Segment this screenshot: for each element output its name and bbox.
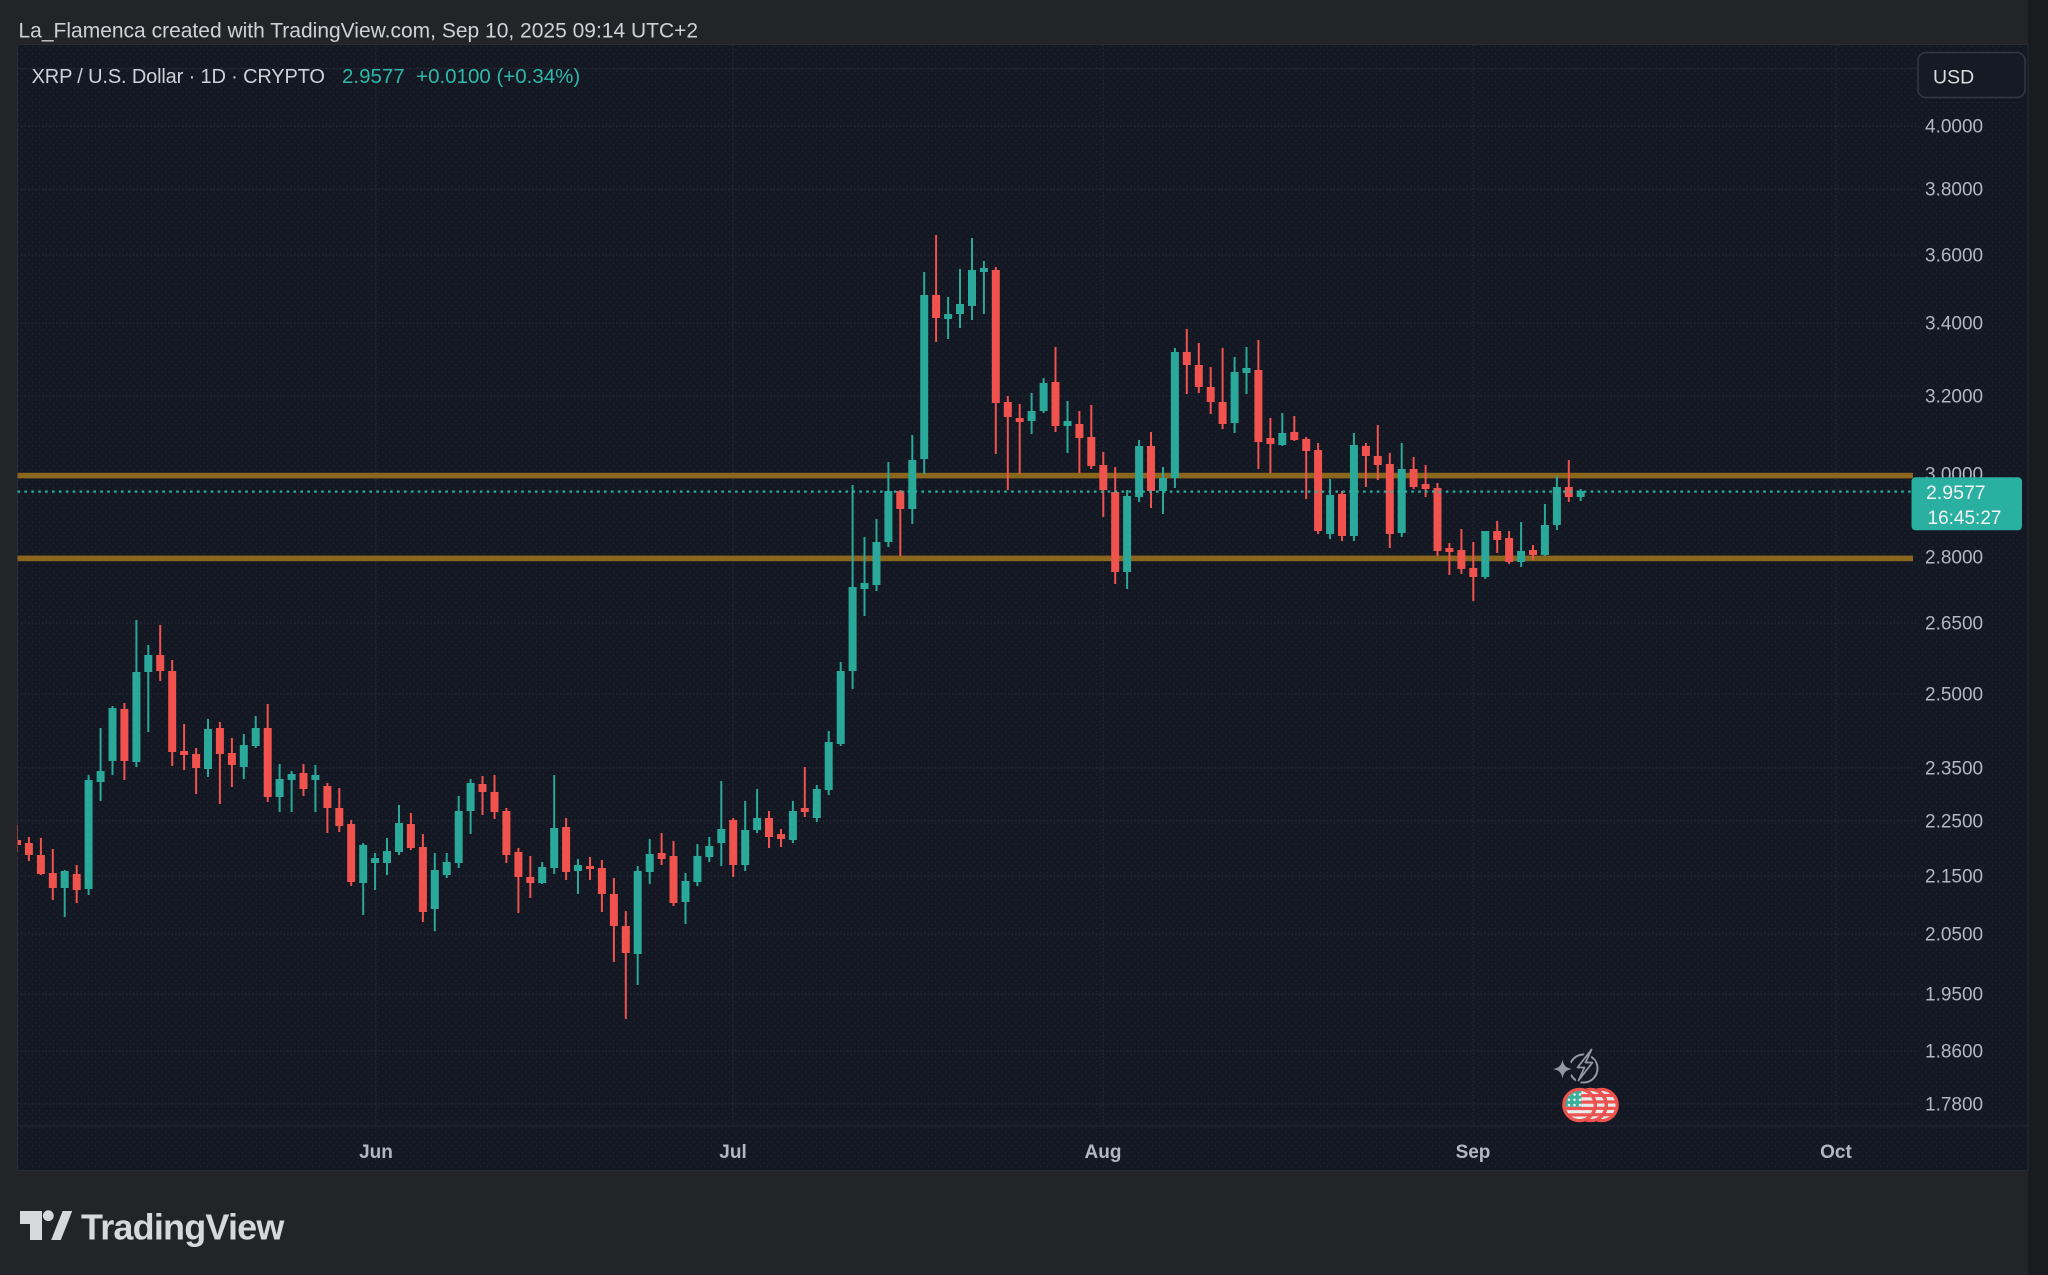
svg-text:Aug: Aug	[1085, 1142, 1122, 1163]
svg-text:16:45:27: 16:45:27	[1928, 508, 2002, 529]
svg-text:1.7800: 1.7800	[1925, 1095, 1983, 1116]
svg-text:USD: USD	[1933, 67, 1974, 89]
svg-text:2.3500: 2.3500	[1925, 759, 1983, 780]
svg-text:3.8000: 3.8000	[1925, 180, 1983, 201]
svg-text:3.2000: 3.2000	[1925, 387, 1983, 408]
svg-text:2.1500: 2.1500	[1925, 867, 1983, 888]
svg-text:XRP / U.S. Dollar · 1D · CRYPT: XRP / U.S. Dollar · 1D · CRYPTO	[32, 66, 325, 88]
svg-text:2.9577: 2.9577	[1926, 482, 1986, 504]
svg-text:Oct: Oct	[1820, 1142, 1852, 1163]
svg-text:TradingView: TradingView	[81, 1207, 285, 1248]
svg-text:2.2500: 2.2500	[1925, 812, 1983, 833]
svg-text:2.6500: 2.6500	[1925, 614, 1983, 635]
svg-text:2.9577 +0.0100 (+0.34%): 2.9577 +0.0100 (+0.34%)	[342, 65, 580, 88]
svg-text:La_Flamenca created with Tradi: La_Flamenca created with TradingView.com…	[19, 20, 699, 43]
svg-text:2.8000: 2.8000	[1925, 548, 1983, 569]
svg-text:Sep: Sep	[1456, 1142, 1491, 1163]
svg-text:Jun: Jun	[359, 1142, 393, 1163]
svg-text:2.5000: 2.5000	[1925, 685, 1983, 706]
svg-text:4.0000: 4.0000	[1925, 117, 1983, 138]
svg-text:Jul: Jul	[719, 1142, 746, 1163]
svg-text:3.4000: 3.4000	[1925, 314, 1983, 335]
svg-text:1.8600: 1.8600	[1925, 1042, 1983, 1063]
svg-text:1.9500: 1.9500	[1925, 985, 1983, 1006]
svg-text:2.0500: 2.0500	[1925, 925, 1983, 946]
svg-text:3.6000: 3.6000	[1925, 246, 1983, 267]
